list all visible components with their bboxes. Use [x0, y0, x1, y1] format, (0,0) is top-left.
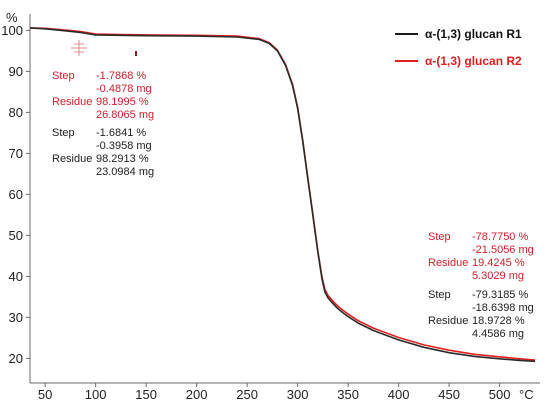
series-line-r1 [29, 27, 536, 363]
x-unit-label: °C [519, 387, 534, 402]
y-tick-label: 70 [9, 146, 23, 161]
legend-label-r1: α-(1,3) glucan R1 [425, 27, 522, 41]
x-tick-label: 450 [438, 387, 460, 402]
annotation-step-mg: -0.3958 mg [96, 140, 152, 152]
y-tick-label: 100 [1, 23, 23, 38]
annotation-residue-pct: 98.2913 % [96, 153, 149, 165]
y-tick-label: 90 [9, 64, 23, 79]
annotation-step-label: Step [52, 70, 75, 82]
y-tick-label: 40 [9, 269, 23, 284]
y-unit-label: % [6, 10, 18, 25]
annotation-step-pct: -1.7868 % [96, 70, 146, 82]
y-tick-label: 30 [9, 310, 23, 325]
x-tick-label: 350 [337, 387, 359, 402]
x-ticks: 50 100 150 200 250 300 350 400 450 500 [38, 383, 511, 402]
annotation-right-black: Step -79.3185 % -18.6398 mg Residue 18.9… [428, 289, 534, 340]
annotation-residue-label: Residue [52, 153, 92, 165]
annotation-step-pct: -1.6841 % [96, 127, 146, 139]
x-tick-label: 500 [489, 387, 511, 402]
annotation-left-black: Step -1.6841 % -0.3958 mg Residue 98.291… [52, 127, 154, 178]
annotation-residue-pct: 19.4245 % [472, 257, 525, 269]
annotation-step-mg: -18.6398 mg [472, 302, 534, 314]
annotation-residue-mg: 5.3029 mg [472, 270, 524, 282]
legend: α-(1,3) glucan R1 α-(1,3) glucan R2 [395, 27, 522, 68]
y-tick-label: 20 [9, 351, 23, 366]
y-tick-label: 50 [9, 228, 23, 243]
annotation-residue-label: Residue [52, 96, 92, 108]
annotation-residue-label: Residue [428, 257, 468, 269]
annotation-residue-mg: 4.4586 mg [472, 328, 524, 340]
annotation-step-label: Step [428, 289, 451, 301]
y-tick-label: 80 [9, 105, 23, 120]
x-tick-label: 250 [236, 387, 258, 402]
annotation-right-red: Step -78.7750 % -21.5056 mg Residue 19.4… [428, 231, 534, 282]
annotation-left-red: Step -1.7868 % -0.4878 mg Residue 98.199… [52, 70, 154, 121]
annotation-step-pct: -79.3185 % [472, 289, 528, 301]
annotation-step-label: Step [428, 231, 451, 243]
x-tick-label: 150 [135, 387, 157, 402]
x-tick-label: 200 [186, 387, 208, 402]
x-tick-label: 50 [38, 387, 52, 402]
annotation-residue-label: Residue [428, 315, 468, 327]
annotation-step-mg: -0.4878 mg [96, 83, 152, 95]
x-tick-label: 400 [388, 387, 410, 402]
legend-label-r2: α-(1,3) glucan R2 [425, 54, 522, 68]
annotation-step-label: Step [52, 127, 75, 139]
y-ticks: 20 30 40 50 60 70 80 90 100 [1, 23, 30, 366]
crosshair-marker [71, 40, 87, 56]
annotation-residue-mg: 23.0984 mg [96, 166, 154, 178]
annotation-residue-pct: 98.1995 % [96, 96, 149, 108]
y-tick-label: 60 [9, 187, 23, 202]
annotation-step-mg: -21.5056 mg [472, 244, 534, 256]
series-layer [29, 27, 536, 363]
annotation-step-pct: -78.7750 % [472, 231, 528, 243]
annotation-residue-pct: 18.9728 % [472, 315, 525, 327]
x-tick-label: 300 [287, 387, 309, 402]
annotation-residue-mg: 26.8065 mg [96, 109, 154, 121]
x-tick-label: 100 [85, 387, 107, 402]
